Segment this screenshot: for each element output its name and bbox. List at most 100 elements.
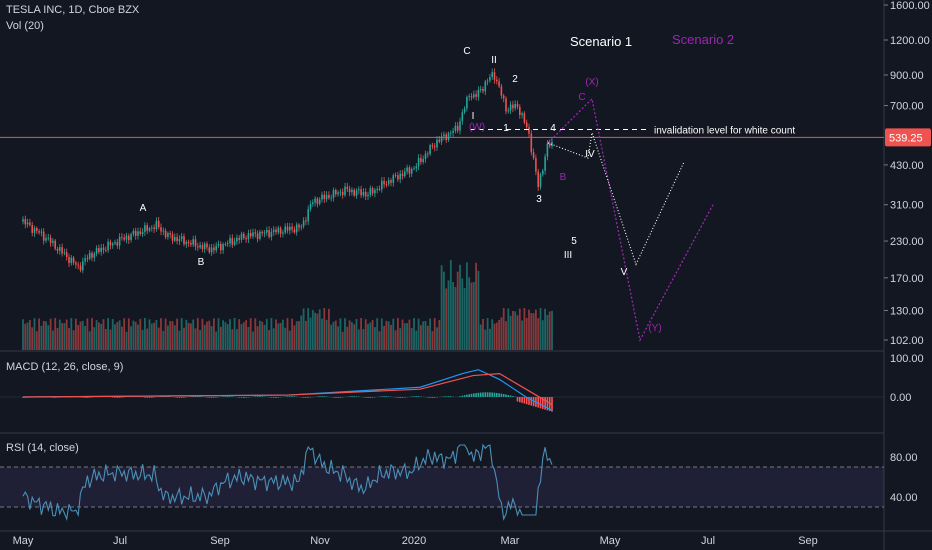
- candle: [24, 219, 27, 225]
- candle: [502, 95, 505, 99]
- volume-bar: [38, 318, 40, 350]
- candle: [68, 257, 70, 264]
- candle: [408, 167, 411, 174]
- macd-histogram-bar: [321, 396, 323, 397]
- volume-bar: [512, 310, 514, 350]
- volume-bar: [282, 319, 284, 350]
- candle: [215, 245, 217, 251]
- signal-line: [22, 372, 553, 406]
- candle: [31, 225, 33, 233]
- candle: [521, 113, 523, 116]
- volume-bar: [502, 308, 505, 350]
- x-tick-label: Mar: [501, 535, 520, 547]
- candle: [206, 243, 208, 248]
- candle: [128, 235, 130, 241]
- candle: [466, 96, 468, 109]
- volume-bar: [288, 330, 291, 350]
- macd-histogram-bar: [401, 397, 404, 398]
- volume-bar: [479, 324, 482, 350]
- volume-bar: [215, 331, 218, 350]
- candle: [433, 146, 436, 148]
- volume-bar: [49, 318, 52, 350]
- macd-histogram-bar: [385, 396, 388, 397]
- candle: [213, 247, 215, 251]
- candle: [312, 202, 314, 205]
- volume-bar: [305, 320, 307, 350]
- volume-bar: [431, 331, 434, 350]
- volume-bar: [183, 327, 185, 350]
- candle: [270, 231, 273, 238]
- macd-histogram-bar: [489, 392, 491, 397]
- volume-bar: [77, 324, 80, 350]
- volume-bar: [190, 323, 192, 350]
- volume-bar: [164, 318, 167, 350]
- candle: [374, 189, 376, 194]
- volume-bar: [495, 322, 498, 350]
- scenario2-title: Scenario 2: [672, 32, 734, 47]
- volume-bar: [58, 319, 61, 350]
- macd-histogram-bar: [433, 397, 436, 398]
- macd-histogram-bar: [229, 396, 231, 397]
- macd-histogram-bar: [194, 396, 197, 397]
- candle: [153, 227, 155, 230]
- volume-bar: [385, 320, 388, 350]
- price-tick-label: 170.00: [890, 273, 924, 285]
- volume-bar: [70, 318, 73, 350]
- macd-histogram-bar: [542, 397, 544, 409]
- volume-bar: [420, 325, 422, 350]
- macd-histogram-bar: [176, 397, 178, 398]
- macd-histogram-bar: [307, 397, 309, 398]
- macd-histogram-bar: [548, 397, 551, 411]
- volume-bar: [26, 322, 29, 350]
- volume-bar: [544, 308, 546, 350]
- candle: [210, 247, 213, 253]
- volume-bar: [121, 326, 123, 350]
- volume-bar: [325, 319, 328, 350]
- candle: [314, 198, 316, 203]
- volume-bar: [417, 318, 420, 350]
- macd-histogram-bar: [537, 397, 539, 408]
- volume-bar: [259, 320, 261, 350]
- volume-bar: [311, 309, 314, 350]
- x-tick-label: 2020: [402, 535, 426, 547]
- macd-histogram-bar: [208, 397, 211, 398]
- macd-histogram-bar: [381, 396, 383, 397]
- candle: [369, 188, 372, 195]
- volume-bar: [192, 319, 195, 350]
- candle: [399, 173, 401, 180]
- candle: [293, 229, 296, 233]
- volume-bar: [22, 319, 24, 350]
- volume-bar: [171, 321, 174, 350]
- wave-label-white: I: [472, 111, 475, 122]
- volume-bar: [176, 318, 178, 350]
- volume-bar: [394, 330, 397, 350]
- candle: [26, 222, 29, 225]
- volume-bar: [530, 313, 533, 350]
- candle: [436, 139, 438, 148]
- volume-bar: [456, 271, 459, 350]
- volume-bar: [162, 330, 165, 350]
- candle: [282, 232, 284, 234]
- volume-bar: [447, 280, 450, 350]
- volume-bar: [203, 324, 206, 350]
- volume-bar: [40, 325, 43, 350]
- volume-bar: [160, 318, 162, 350]
- candle: [544, 156, 546, 171]
- volume-bar: [137, 324, 139, 350]
- volume-bar: [229, 319, 231, 350]
- candle: [91, 252, 93, 258]
- macd-histogram-bar: [404, 397, 406, 398]
- volume-bar: [401, 319, 404, 350]
- candle: [346, 186, 349, 190]
- rsi-tick-label: 80.00: [890, 452, 918, 464]
- candle: [70, 257, 73, 264]
- macd-histogram-bar: [500, 393, 503, 397]
- candle: [348, 189, 351, 193]
- candle: [410, 168, 413, 174]
- candle: [130, 234, 132, 241]
- candle: [256, 233, 259, 239]
- candle: [36, 228, 38, 232]
- candle: [180, 236, 183, 239]
- candle: [84, 258, 86, 262]
